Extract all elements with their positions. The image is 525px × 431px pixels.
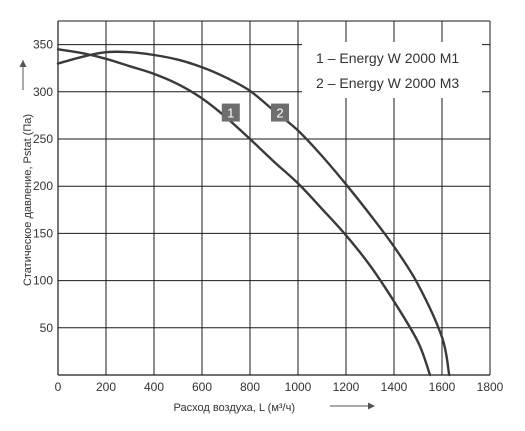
curve-marker-label: 2 xyxy=(276,106,283,121)
x-tick-label: 1200 xyxy=(333,380,360,394)
y-tick-label: 250 xyxy=(33,132,53,146)
y-axis-label: Статическое давление, Pstat (Па) xyxy=(22,114,34,286)
legend-entry-1: 1 – Energy W 2000 M1 xyxy=(316,50,459,66)
x-tick-label: 1000 xyxy=(285,380,312,394)
series-line-2 xyxy=(56,50,451,377)
series-line-1 xyxy=(56,48,432,377)
x-tick-label: 0 xyxy=(55,380,62,394)
curve-marker-box xyxy=(221,103,240,122)
y-tick-label: 300 xyxy=(33,85,53,99)
y-tick-label: 350 xyxy=(33,38,53,52)
x-axis-title: Расход воздуха, L (м³/ч) xyxy=(174,402,375,414)
curve-marker-2: 2 xyxy=(271,103,289,122)
curve-marker-1: 1 xyxy=(221,103,240,122)
curve-marker-box xyxy=(271,103,289,122)
x-axis-label: Расход воздуха, L (м³/ч) xyxy=(174,402,295,414)
legend: 1 – Energy W 2000 M1 2 – Energy W 2000 M… xyxy=(302,42,482,98)
legend-entry-2: 2 – Energy W 2000 M3 xyxy=(316,75,459,91)
x-axis-arrowhead-icon xyxy=(368,402,375,410)
x-tick-label: 1400 xyxy=(381,380,408,394)
y-axis-arrowhead-icon xyxy=(19,60,27,67)
y-tick-label: 150 xyxy=(33,226,53,240)
tick-labels: 0 200 400 600 800 1000 1200 1400 1600 18005010015… xyxy=(33,38,504,394)
series-lines xyxy=(56,48,451,377)
axes xyxy=(57,20,490,376)
legend-background xyxy=(302,42,482,98)
x-tick-label: 600 xyxy=(192,380,212,394)
x-tick-label: 200 xyxy=(96,380,116,394)
y-axis-title: Статическое давление, Pstat (Па) xyxy=(22,114,34,286)
x-tick-label: 400 xyxy=(144,380,164,394)
curve-marker-label: 1 xyxy=(227,106,234,121)
x-tick-label: 800 xyxy=(240,380,260,394)
y-axis-arrow xyxy=(19,60,27,90)
y-tick-label: 200 xyxy=(33,179,53,193)
x-tick-label: 1800 xyxy=(477,380,504,394)
y-tick-label: 100 xyxy=(33,274,53,288)
x-tick-label: 1600 xyxy=(429,380,456,394)
y-tick-label: 50 xyxy=(40,321,54,335)
